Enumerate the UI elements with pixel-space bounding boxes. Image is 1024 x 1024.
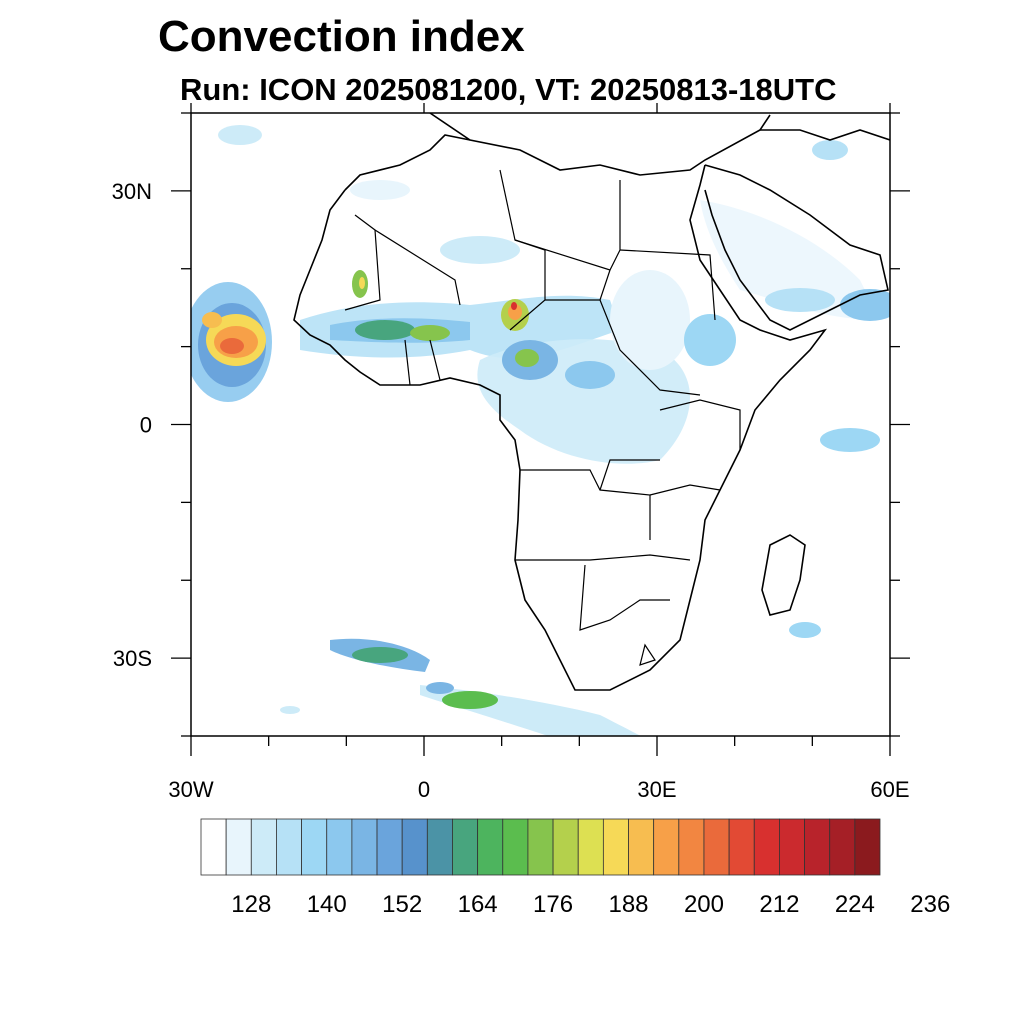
colorbar-label: 212 [759,891,799,918]
colorbar-swatch [351,818,378,876]
colorbar-label: 128 [231,891,271,918]
lon-label: 0 [418,777,430,802]
colorbar-swatch [577,818,604,876]
colorbar-swatch [628,818,655,876]
colorbar-label: 224 [835,891,875,918]
colorbar-swatch [854,818,881,876]
colorbar-swatch [426,818,453,876]
colorbar-label: 236 [910,891,950,918]
lat-label: 0 [140,413,152,438]
coastlines [293,113,890,691]
colorbar-swatch [753,818,780,876]
colorbar-swatch [276,818,302,876]
colorbar-swatch [829,818,856,876]
colorbar-swatch [502,818,529,876]
lon-label: 30E [637,777,676,802]
colorbar-swatch [552,818,579,876]
colorbar: 128 140 152 164 176 188 200 212 224 236 [200,818,950,918]
colorbar-swatch [200,818,227,876]
colorbar-swatch [401,818,428,876]
colorbar-swatch [477,818,504,876]
chart-title: Convection index [158,12,525,61]
colorbar-swatch [653,818,680,876]
colorbar-swatch [779,818,805,876]
lon-label: 30W [168,777,213,802]
convection-field [191,125,890,736]
colorbar-label: 140 [307,891,347,918]
lat-label: 30N [112,179,152,204]
colorbar-swatch [452,818,479,876]
colorbar-swatch [301,818,328,876]
colorbar-label: 176 [533,891,573,918]
colorbar-swatch [326,818,353,876]
axis-ticks: 30N 0 30S 30W 0 30E 60E [112,103,910,802]
colorbar-label: 188 [608,891,648,918]
colorbar-swatch [225,818,252,876]
country-borders [344,169,741,666]
colorbar-swatch [728,818,755,876]
colorbar-label: 152 [382,891,422,918]
colorbar-swatch [804,818,831,876]
colorbar-swatch [250,818,277,876]
lon-label: 60E [870,777,909,802]
colorbar-swatch [703,818,730,876]
colorbar-swatch [678,818,705,876]
chart-subtitle: Run: ICON 2025081200, VT: 20250813-18UTC [180,72,837,107]
colorbar-label: 164 [458,891,498,918]
colorbar-swatch [527,818,554,876]
colorbar-swatch [602,818,629,876]
lat-label: 30S [113,646,152,671]
colorbar-swatch [376,818,403,876]
colorbar-label: 200 [684,891,724,918]
